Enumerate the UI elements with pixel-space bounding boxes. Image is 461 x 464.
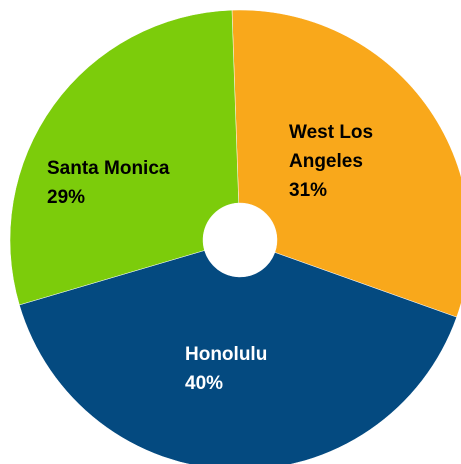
category-label: Honolulu xyxy=(185,344,268,365)
value-label: 40% xyxy=(185,373,224,394)
pie-slice xyxy=(19,250,457,464)
slice-label: Honolulu 40% xyxy=(185,340,305,398)
pie-slice xyxy=(231,9,461,318)
slice-label: West Los Angeles 31% xyxy=(289,118,409,205)
category-label: West Los Angeles xyxy=(289,122,374,172)
value-label: 29% xyxy=(47,187,86,208)
slice-label: Santa Monica 29% xyxy=(47,154,217,212)
value-label: 31% xyxy=(289,180,328,201)
pie-slice xyxy=(9,9,239,306)
category-label: Santa Monica xyxy=(47,158,170,179)
